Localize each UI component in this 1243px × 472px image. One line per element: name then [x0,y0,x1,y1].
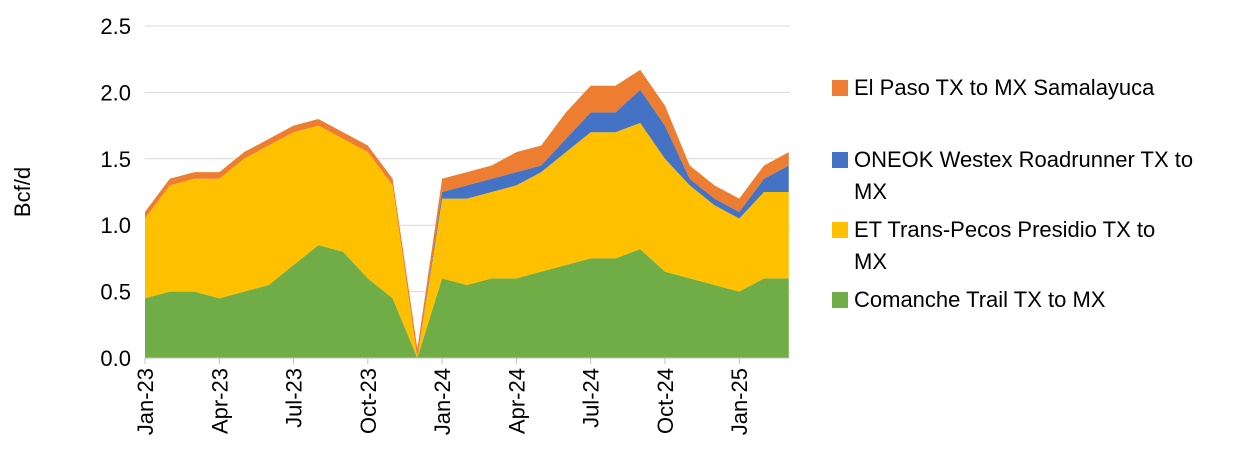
y-tick-label: 2.0 [100,80,131,105]
area [145,245,789,358]
x-tick-label: Jan-24 [430,368,455,435]
x-tick-label: Jul-24 [579,368,604,428]
y-tick-label: 0.5 [100,280,131,305]
y-axis-title: Bcf/d [10,167,35,217]
legend-item: ET Trans-Pecos Presidio TX to MX [832,214,1232,278]
legend-swatch [832,152,848,168]
x-tick-label: Jan-23 [133,368,158,435]
legend-label: ET Trans-Pecos Presidio TX to MX [854,217,1156,274]
x-tick-label: Oct-23 [356,368,381,434]
x-tick-label: Jan-25 [727,368,752,435]
legend-item: ONEOK Westex Roadrunner TX to MX [832,144,1232,208]
x-tick-label: Jul-23 [282,368,307,428]
legend-label: ONEOK Westex Roadrunner TX to MX [854,147,1194,204]
y-tick-label: 1.5 [100,147,131,172]
x-tick-label: Apr-24 [504,368,529,434]
legend-item: Comanche Trail TX to MX [832,284,1232,316]
y-tick-label: 0.0 [100,346,131,371]
x-tick-label: Apr-23 [207,368,232,434]
legend-swatch [832,222,848,238]
area [145,122,789,358]
legend-item: El Paso TX to MX Samalayuca [832,72,1232,104]
legend-swatch [832,292,848,308]
legend-swatch [832,80,848,96]
chart: Bcf/d 0.0 0.5 1.0 1.5 2.0 2.5 Jan-23 Apr-23 Jul-… [10,14,790,435]
y-tick-label: 1.0 [100,213,131,238]
y-tick-label: 2.5 [100,14,131,39]
legend-label: Comanche Trail TX to MX [854,287,1106,312]
x-tick-label: Oct-24 [653,368,678,434]
legend-label: El Paso TX to MX Samalayuca [854,75,1155,100]
